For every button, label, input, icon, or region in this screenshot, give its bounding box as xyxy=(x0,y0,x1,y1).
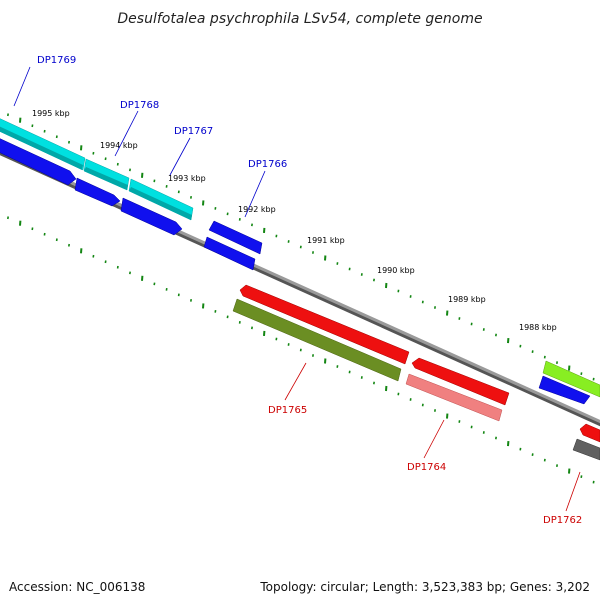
gene-red-mid[interactable] xyxy=(411,357,510,406)
gene-DP1767-cds-shade xyxy=(129,187,192,220)
gene-DP1769-arrow[interactable] xyxy=(0,134,77,186)
gene-DP1768-cds-shade xyxy=(84,167,128,190)
tick-label: 1991 kbp xyxy=(307,236,345,245)
gene-green-forward[interactable] xyxy=(542,360,600,398)
map-title: Desulfotalea psychrophila LSv54, complet… xyxy=(117,11,482,27)
reverse-genes xyxy=(232,284,600,461)
gene-DP1765-cds[interactable] xyxy=(232,298,402,382)
tick-label: 1993 kbp xyxy=(168,174,206,183)
tick-labels: 1995 kbp 1994 kbp 1993 kbp 1992 kbp 1991 kbp… xyxy=(32,109,557,332)
forward-genes xyxy=(0,118,600,405)
accession-text: Accession: NC_006138 xyxy=(9,580,146,594)
gene-DP1762-cds[interactable] xyxy=(572,438,600,461)
gene-label-dp1767[interactable]: DP1767 xyxy=(174,126,213,137)
gene-DP1767-arrow[interactable] xyxy=(120,197,183,236)
gene-DP1768-arrow[interactable] xyxy=(74,177,121,207)
gene-label-dp1764[interactable]: DP1764 xyxy=(407,462,446,473)
tick-label: 1988 kbp xyxy=(519,323,557,332)
label-leaders xyxy=(13,66,581,512)
gene-DP1766-arrow-bottom[interactable] xyxy=(203,236,256,271)
gene-label-dp1766[interactable]: DP1766 xyxy=(248,159,287,170)
gene-label-dp1768[interactable]: DP1768 xyxy=(120,100,159,111)
tick-label: 1994 kbp xyxy=(100,141,138,150)
gene-red-long[interactable] xyxy=(239,284,410,365)
gene-DP1766-arrow-top[interactable] xyxy=(208,220,263,255)
gene-red-right[interactable] xyxy=(579,423,600,443)
gene-label-dp1762[interactable]: DP1762 xyxy=(543,515,582,526)
inner-tick-ring xyxy=(7,216,595,484)
gene-label-dp1769[interactable]: DP1769 xyxy=(37,55,76,66)
tick-label: 1989 kbp xyxy=(448,295,486,304)
tick-label: 1992 kbp xyxy=(238,205,276,214)
gene-DP1764-cds[interactable] xyxy=(405,373,503,422)
outer-tick-ring xyxy=(7,113,595,381)
gene-DP1769-cds-shade xyxy=(0,126,83,170)
gene-label-dp1765[interactable]: DP1765 xyxy=(268,405,307,416)
tick-label: 1995 kbp xyxy=(32,109,70,118)
gene-blue-forward-right[interactable] xyxy=(538,375,591,405)
tick-label: 1990 kbp xyxy=(377,266,415,275)
genome-summary-text: Topology: circular; Length: 3,523,383 bp… xyxy=(260,580,590,594)
